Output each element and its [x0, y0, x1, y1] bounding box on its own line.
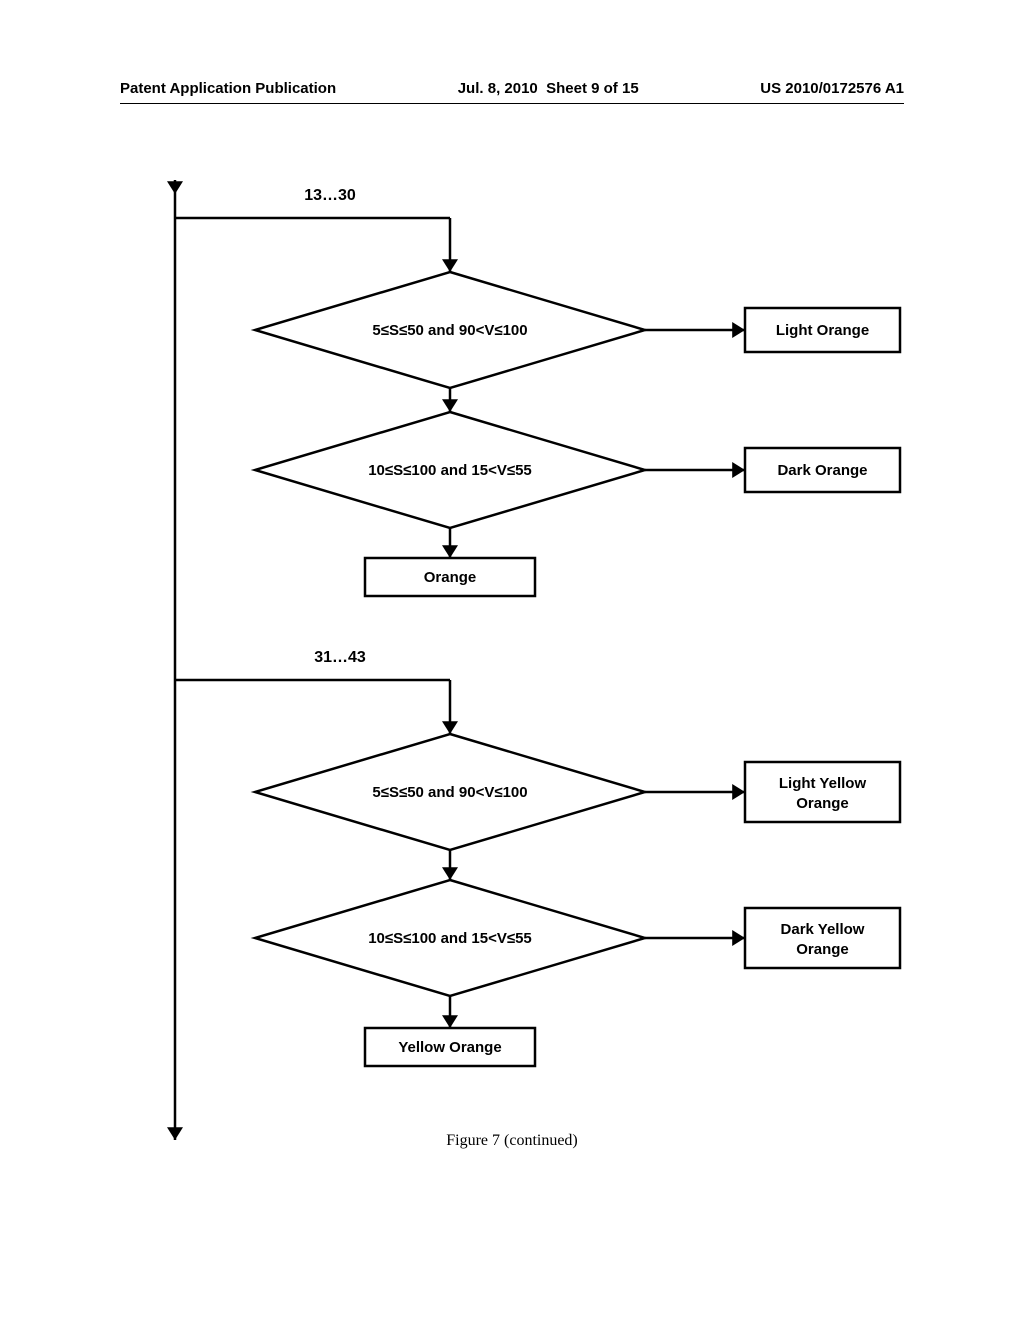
- figure-caption: Figure 7 (continued): [0, 1132, 1024, 1150]
- svg-text:5≤S≤50 and 90<V≤100: 5≤S≤50 and 90<V≤100: [372, 784, 527, 801]
- svg-text:5≤S≤50 and 90<V≤100: 5≤S≤50 and 90<V≤100: [372, 322, 527, 339]
- svg-text:Light Yellow: Light Yellow: [779, 775, 867, 792]
- hdr-left: Patent Application Publication: [120, 80, 336, 97]
- svg-text:13…30: 13…30: [304, 187, 356, 204]
- svg-text:Orange: Orange: [796, 795, 849, 812]
- svg-text:Orange: Orange: [424, 569, 477, 586]
- svg-text:10≤S≤100 and 15<V≤55: 10≤S≤100 and 15<V≤55: [368, 462, 532, 479]
- svg-text:Dark Yellow: Dark Yellow: [781, 921, 865, 938]
- hdr-sheet: Sheet 9 of 15: [546, 80, 639, 97]
- flowchart: 13…30 5≤S≤50 and 90<V≤100 Light Orange 10≤S…: [120, 170, 910, 1150]
- svg-text:Dark Orange: Dark Orange: [777, 462, 867, 479]
- svg-text:Light Orange: Light Orange: [776, 322, 869, 339]
- svg-text:Yellow Orange: Yellow Orange: [398, 1039, 501, 1056]
- svg-text:Orange: Orange: [796, 941, 849, 958]
- hdr-right: US 2010/0172576 A1: [760, 80, 904, 97]
- hdr-date: Jul. 8, 2010: [458, 80, 538, 97]
- svg-text:10≤S≤100 and 15<V≤55: 10≤S≤100 and 15<V≤55: [368, 930, 532, 947]
- svg-text:31…43: 31…43: [314, 649, 366, 666]
- page-header: Patent Application Publication Jul. 8, 2…: [120, 80, 904, 104]
